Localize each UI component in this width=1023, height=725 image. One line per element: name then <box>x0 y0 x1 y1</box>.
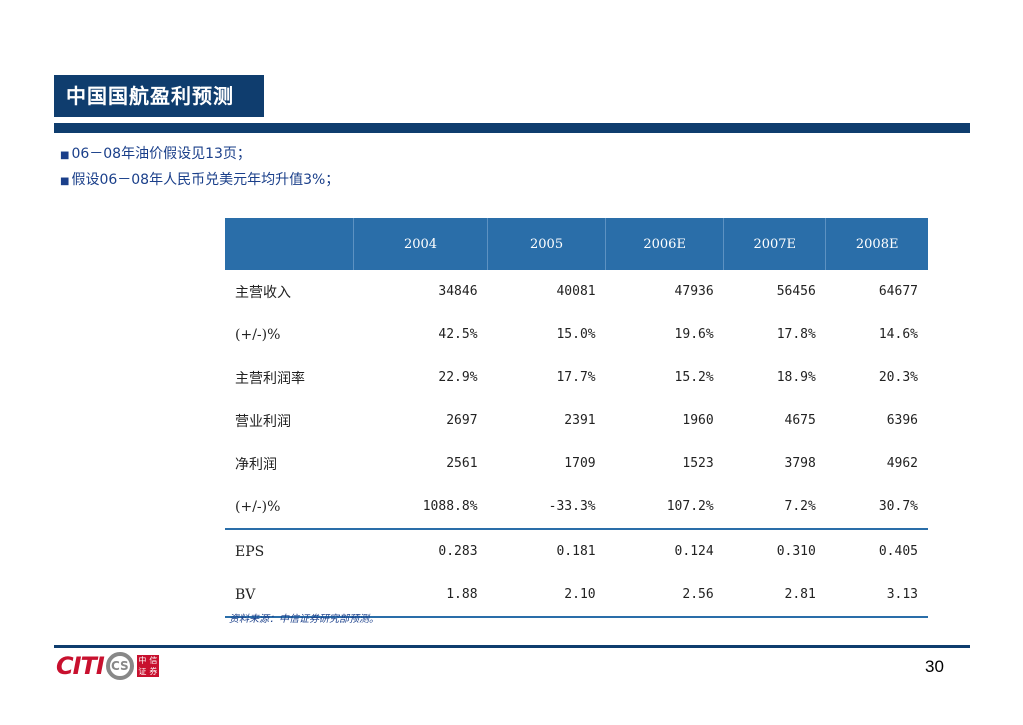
table-cell: 2.56 <box>605 573 724 618</box>
bullet-item: ■ 06－08年油价假设见13页； <box>60 144 339 170</box>
page-number: 30 <box>925 657 944 676</box>
table-row: 净利润 2561 1709 1523 3798 4962 <box>225 442 928 485</box>
table-cell: 6396 <box>886 413 918 428</box>
earnings-forecast-table: 2004 2005 2006E 2007E 2008E 主营收入 34846 4… <box>225 218 928 618</box>
table-cell: 1.88 <box>353 573 488 618</box>
table-cell: -33.3% <box>548 499 596 514</box>
table-row: 主营收入 34846 40081 47936 56456 64677 <box>225 270 928 313</box>
table-cell: 22.9% <box>438 370 478 385</box>
table-cell: 0.181 <box>487 528 606 573</box>
table-cell: 2697 <box>446 413 478 428</box>
logo-seal-char: 证 <box>138 667 147 676</box>
row-label: (+/-)% <box>235 326 281 343</box>
table-header-cell <box>225 218 354 270</box>
table-cell: 64677 <box>878 284 918 299</box>
row-label: 营业利润 <box>235 413 291 430</box>
table-cell: 7.2% <box>784 499 816 514</box>
table-cell: 42.5% <box>438 327 478 342</box>
table-cell: 15.2% <box>674 370 714 385</box>
logo-seal-char: 券 <box>149 667 158 676</box>
table-cell: 2.81 <box>723 573 826 618</box>
table-cell: 40081 <box>556 284 596 299</box>
table-cell: 2391 <box>564 413 596 428</box>
table-cell: 4962 <box>886 456 918 471</box>
logo-cs-emblem: CS <box>105 652 134 680</box>
table-row: EPS 0.283 0.181 0.124 0.310 0.405 <box>225 528 928 573</box>
table-cell: 14.6% <box>878 327 918 342</box>
table-cell: 2561 <box>446 456 478 471</box>
table-row: BV 1.88 2.10 2.56 2.81 3.13 <box>225 573 928 618</box>
table-cell: 2.10 <box>487 573 606 618</box>
table-header-cell: 2008E <box>825 218 928 270</box>
logo-wordmark: CITI <box>56 652 105 680</box>
bullet-square-icon: ■ <box>60 150 70 161</box>
table-cell: 47936 <box>674 284 714 299</box>
bullet-square-icon: ■ <box>60 176 70 187</box>
table-cell: 0.310 <box>723 528 826 573</box>
page-title: 中国国航盈利预测 <box>54 75 264 117</box>
table-cell: 0.283 <box>353 528 488 573</box>
logo-seal-char: 信 <box>149 656 158 665</box>
table-cell: 17.7% <box>556 370 596 385</box>
source-note: 资料来源：中信证券研究部预测。 <box>229 614 379 625</box>
bullet-list: ■ 06－08年油价假设见13页； ■ 假设06－08年人民币兑美元年均升值3%； <box>60 144 339 196</box>
bullet-text: 假设06－08年人民币兑美元年均升值3%； <box>71 172 340 188</box>
footer-divider <box>54 645 970 648</box>
table-header-cell: 2007E <box>723 218 826 270</box>
table-cell: 1088.8% <box>422 499 478 514</box>
table-cell: 15.0% <box>556 327 596 342</box>
table-row: (+/-)% 1088.8% -33.3% 107.2% 7.2% 30.7% <box>225 485 928 529</box>
table-cell: 19.6% <box>674 327 714 342</box>
table-row: 主营利润率 22.9% 17.7% 15.2% 18.9% 20.3% <box>225 356 928 399</box>
table-cell: 17.8% <box>776 327 816 342</box>
table-cell: 20.3% <box>878 370 918 385</box>
logo-seal-char: 中 <box>138 656 147 665</box>
table-cell: 3798 <box>784 456 816 471</box>
row-label: 主营收入 <box>235 284 291 301</box>
table-header-cell: 2006E <box>605 218 724 270</box>
table-cell: 1709 <box>564 456 596 471</box>
bullet-text: 06－08年油价假设见13页； <box>71 146 251 162</box>
table-cell: 30.7% <box>878 499 918 514</box>
table-header-cell: 2005 <box>487 218 606 270</box>
table-row: 营业利润 2697 2391 1960 4675 6396 <box>225 399 928 442</box>
table-cell: 18.9% <box>776 370 816 385</box>
table-header-cell: 2004 <box>352 218 488 270</box>
table-header-row: 2004 2005 2006E 2007E 2008E <box>225 218 928 270</box>
table-cell: 4675 <box>784 413 816 428</box>
table-cell: 56456 <box>776 284 816 299</box>
table-row: (+/-)% 42.5% 15.0% 19.6% 17.8% 14.6% <box>225 313 928 356</box>
table-cell: 3.13 <box>825 573 928 618</box>
row-label: (+/-)% <box>235 498 281 515</box>
table-cell: 0.124 <box>605 528 724 573</box>
citics-logo: CITI CS 中 信 证 券 <box>56 652 159 680</box>
table-cell: 107.2% <box>666 499 714 514</box>
logo-chinese-seal: 中 信 证 券 <box>136 655 159 677</box>
table-cell: 34846 <box>438 284 478 299</box>
table-cell: 1523 <box>682 456 714 471</box>
row-label: 主营利润率 <box>235 370 305 387</box>
row-label: 净利润 <box>235 456 277 473</box>
title-divider <box>54 123 970 133</box>
bullet-item: ■ 假设06－08年人民币兑美元年均升值3%； <box>60 170 339 196</box>
row-label: BV <box>225 573 354 618</box>
table-cell: 0.405 <box>825 528 928 573</box>
row-label: EPS <box>225 528 354 573</box>
table-cell: 1960 <box>682 413 714 428</box>
